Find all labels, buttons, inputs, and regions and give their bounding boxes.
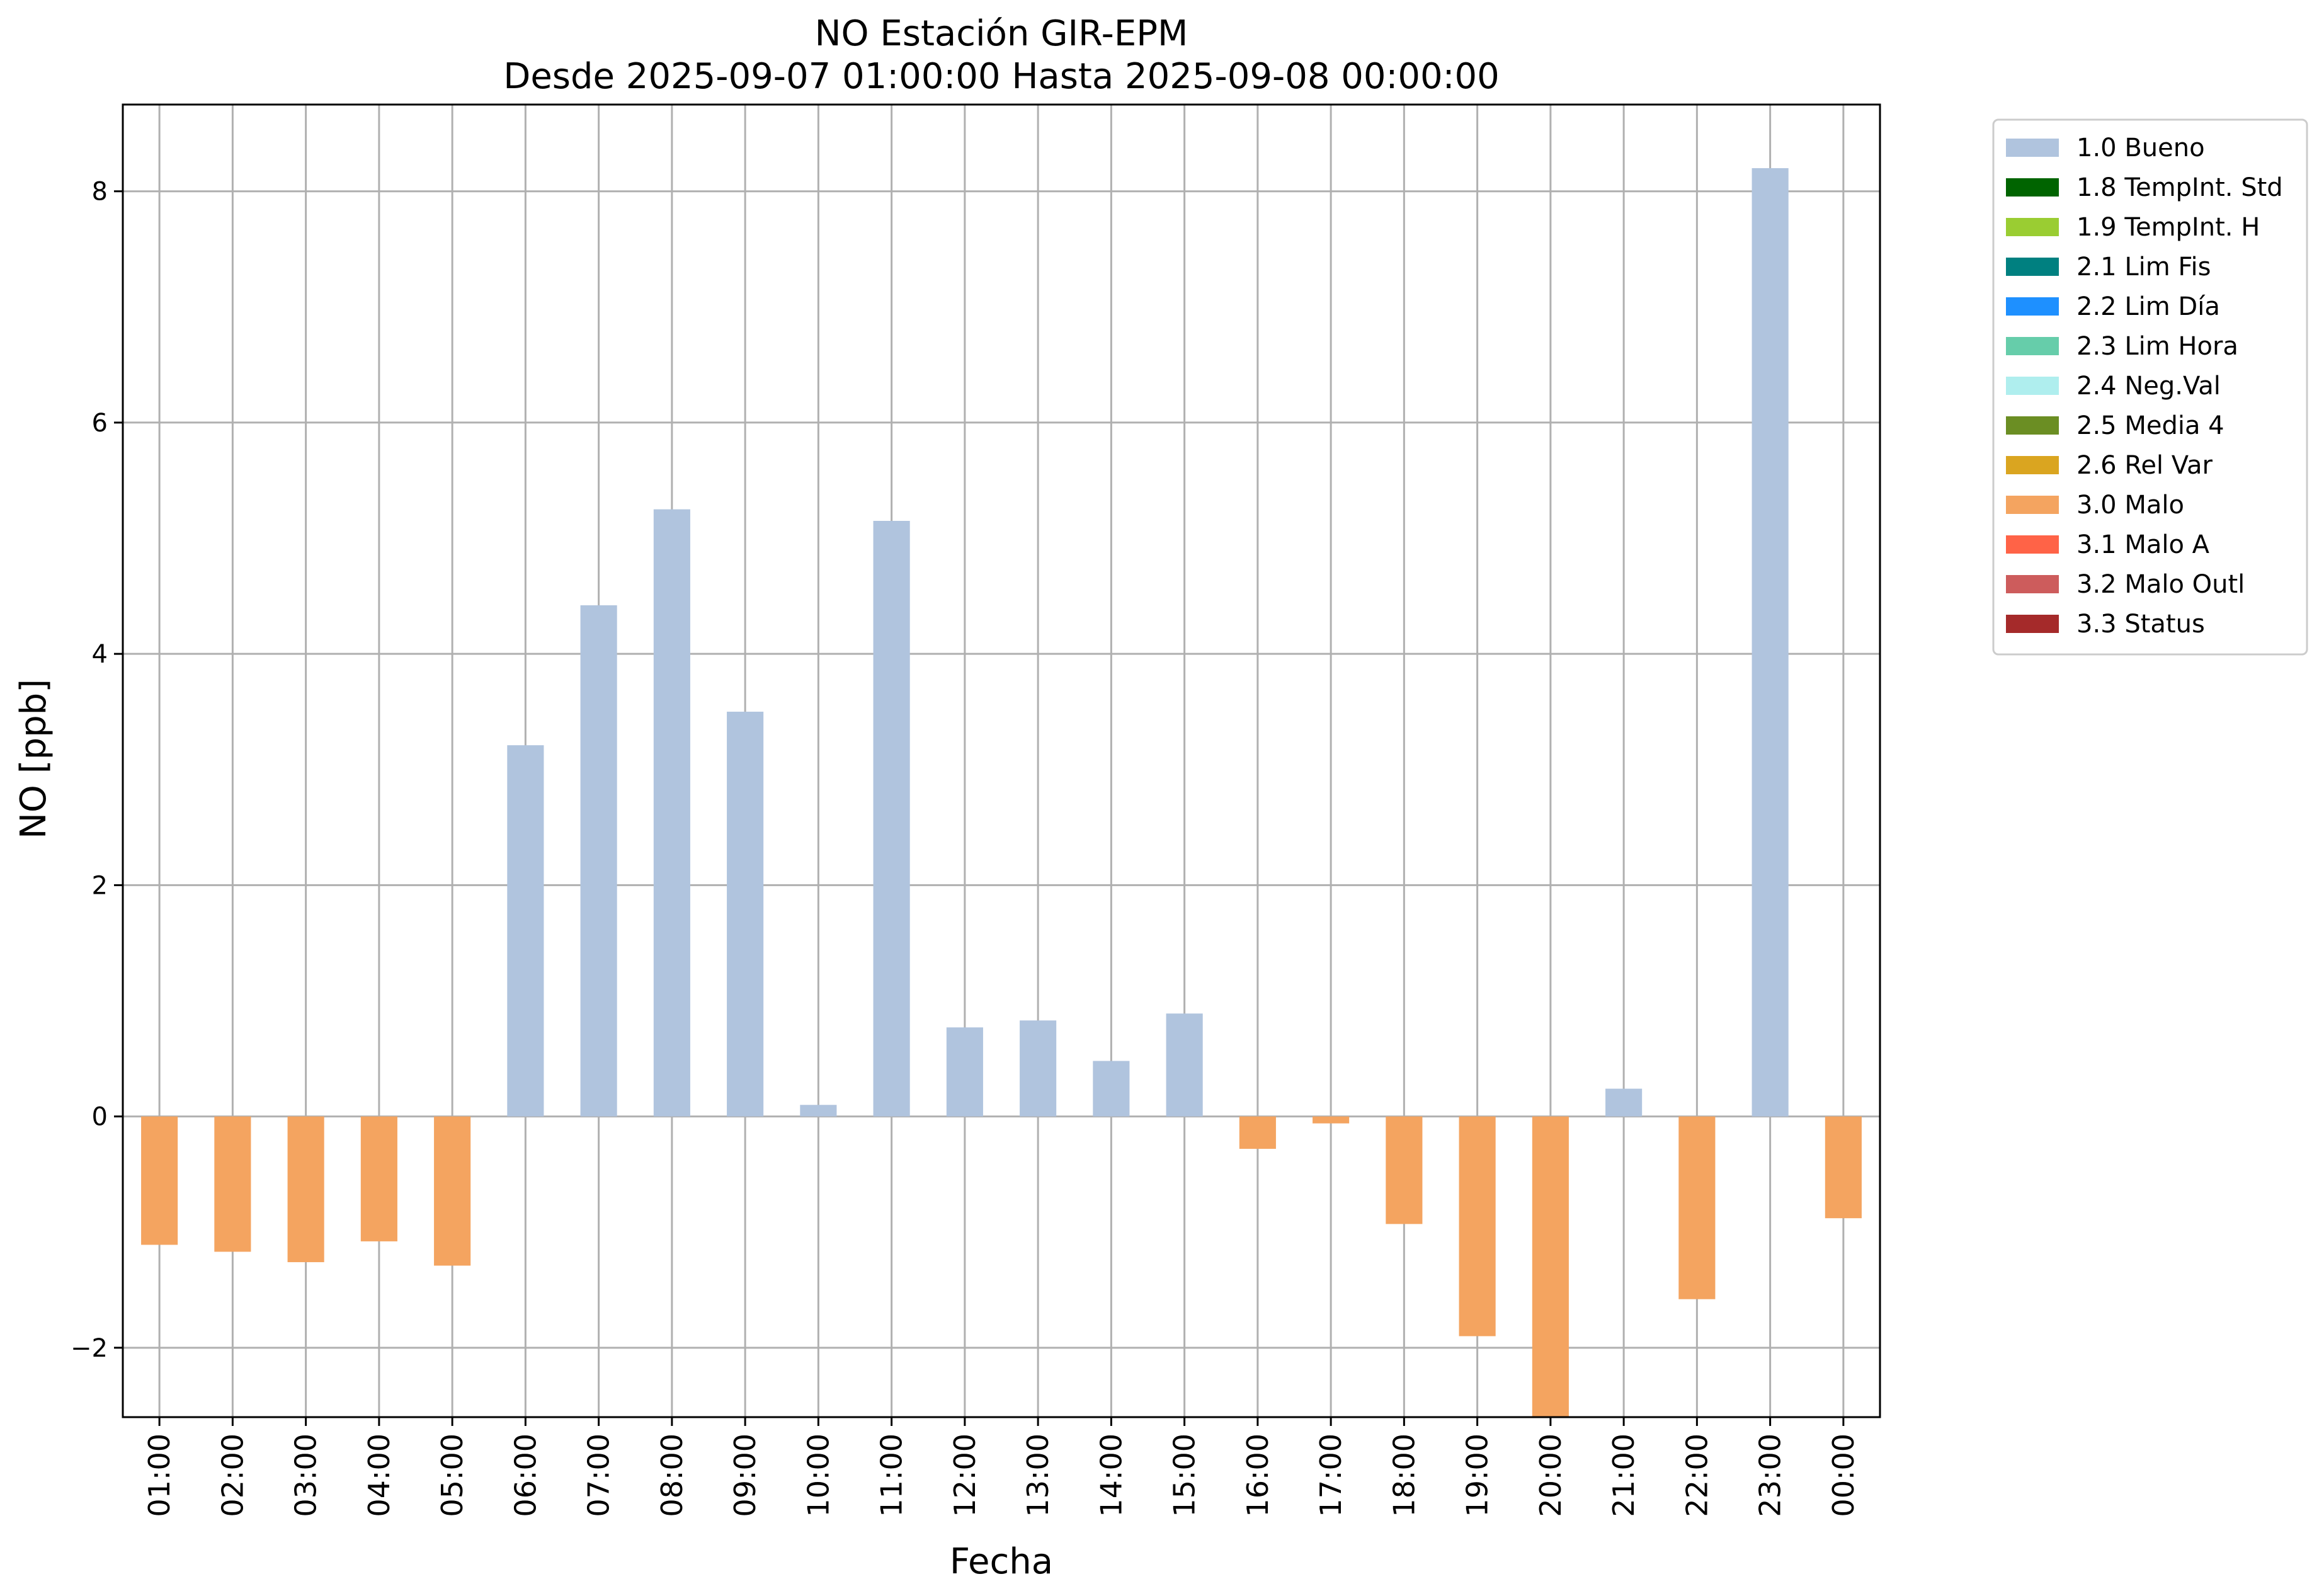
plot-frame (122, 103, 1881, 1418)
bar-1900 (1459, 1116, 1496, 1337)
y-tick-label: 6 (92, 409, 108, 438)
legend-swatch (2006, 575, 2059, 593)
bar-1500 (1166, 1013, 1203, 1117)
bar-1800 (1386, 1116, 1423, 1224)
legend-item-label: 3.2 Malo Outl (2076, 570, 2245, 599)
legend-item-label: 3.0 Malo (2076, 491, 2184, 520)
legend-item-label: 1.0 Bueno (2076, 134, 2205, 162)
x-tick-label: 07:00 (582, 1434, 616, 1517)
legend-swatch (2006, 218, 2059, 236)
y-axis-ticks: −2 0 2 4 6 8 (71, 178, 123, 1363)
legend-item-label: 1.9 TempInt. H (2076, 213, 2260, 242)
x-tick-label: 10:00 (801, 1434, 835, 1517)
legend-item-label: 2.3 Lim Hora (2076, 332, 2238, 361)
legend-item-label: 2.5 Media 4 (2076, 411, 2224, 440)
legend-item-label: 2.4 Neg.Val (2076, 372, 2221, 401)
x-tick-label: 23:00 (1753, 1434, 1787, 1517)
y-tick-label: −2 (71, 1334, 108, 1363)
legend: 1.0 Bueno 1.8 TempInt. Std 1.9 TempInt. H 2… (1992, 118, 2308, 656)
legend-swatch (2006, 377, 2059, 395)
x-tick-label: 18:00 (1387, 1434, 1421, 1517)
legend-swatch (2006, 337, 2059, 355)
bar-2300 (1752, 168, 1789, 1117)
bar-0700 (580, 605, 617, 1117)
x-tick-label: 01:00 (142, 1434, 176, 1517)
legend-item-label: 3.3 Status (2076, 610, 2205, 639)
legend-swatch (2006, 139, 2059, 157)
legend-swatch (2006, 535, 2059, 554)
bar-0900 (727, 711, 764, 1117)
bar-0100 (141, 1116, 178, 1245)
bar-0400 (360, 1116, 397, 1241)
legend-swatch (2006, 258, 2059, 276)
legend-box (1992, 118, 2308, 656)
y-tick-label: 0 (92, 1103, 108, 1132)
y-tick-label: 4 (92, 640, 108, 669)
legend-swatch (2006, 178, 2059, 197)
bar-1000 (800, 1105, 837, 1117)
x-tick-label: 17:00 (1314, 1434, 1348, 1517)
bar-1600 (1239, 1116, 1276, 1149)
bar-0300 (287, 1116, 324, 1262)
bars (141, 168, 1862, 1417)
x-tick-label: 02:00 (215, 1434, 249, 1517)
bar-2200 (1678, 1116, 1716, 1299)
legend-item-label: 1.8 TempInt. Std (2076, 173, 2283, 202)
bar-1300 (1020, 1020, 1057, 1117)
x-tick-label: 16:00 (1241, 1434, 1275, 1517)
legend-item-label: 2.1 Lim Fis (2076, 253, 2211, 282)
x-tick-label: 06:00 (508, 1434, 542, 1517)
x-tick-label: 05:00 (435, 1434, 469, 1517)
x-tick-label: 20:00 (1534, 1434, 1568, 1517)
bar-1400 (1093, 1061, 1130, 1117)
bar-1200 (946, 1027, 983, 1117)
x-tick-label: 08:00 (655, 1434, 689, 1517)
bar-0600 (507, 745, 544, 1117)
y-tick-label: 8 (92, 178, 108, 207)
x-tick-label: 22:00 (1680, 1434, 1714, 1517)
chart-subtitle: Desde 2025-09-07 01:00:00 Hasta 2025-09-… (503, 56, 1500, 97)
x-tick-label: 00:00 (1826, 1434, 1860, 1517)
chart-title: NO Estación GIR-EPM (815, 13, 1188, 54)
x-tick-label: 14:00 (1094, 1434, 1128, 1517)
x-tick-label: 03:00 (289, 1434, 323, 1517)
legend-swatch (2006, 496, 2059, 514)
grid-lines (123, 105, 1880, 1417)
legend-item-label: 2.6 Rel Var (2076, 451, 2213, 480)
legend-swatch (2006, 416, 2059, 435)
x-tick-label: 19:00 (1461, 1434, 1495, 1517)
x-tick-label: 11:00 (875, 1434, 909, 1517)
bar-2000 (1532, 1116, 1569, 1417)
x-tick-label: 21:00 (1607, 1434, 1641, 1517)
x-tick-label: 04:00 (362, 1434, 396, 1517)
legend-swatch (2006, 297, 2059, 316)
bar-0800 (653, 509, 690, 1117)
legend-item-label: 3.1 Malo A (2076, 530, 2210, 559)
x-tick-label: 09:00 (728, 1434, 762, 1517)
bar-2100 (1605, 1088, 1643, 1117)
y-axis-label: NO [ppb] (13, 679, 54, 839)
legend-swatch (2006, 615, 2059, 633)
x-axis-ticks: 01:00 02:00 03:00 04:00 05:00 06:00 07:00 08:00… (142, 1417, 1860, 1517)
bar-0200 (214, 1116, 251, 1252)
x-axis-label: Fecha (950, 1541, 1053, 1582)
legend-swatch (2006, 456, 2059, 474)
x-tick-label: 15:00 (1168, 1434, 1202, 1517)
x-tick-label: 13:00 (1021, 1434, 1055, 1517)
x-tick-label: 12:00 (948, 1434, 982, 1517)
legend-item-label: 2.2 Lim Día (2076, 292, 2220, 321)
bar-0000 (1825, 1116, 1862, 1219)
bar-0500 (434, 1116, 471, 1266)
bar-1700 (1313, 1116, 1350, 1124)
y-tick-label: 2 (92, 871, 108, 900)
bar-1100 (873, 521, 910, 1117)
